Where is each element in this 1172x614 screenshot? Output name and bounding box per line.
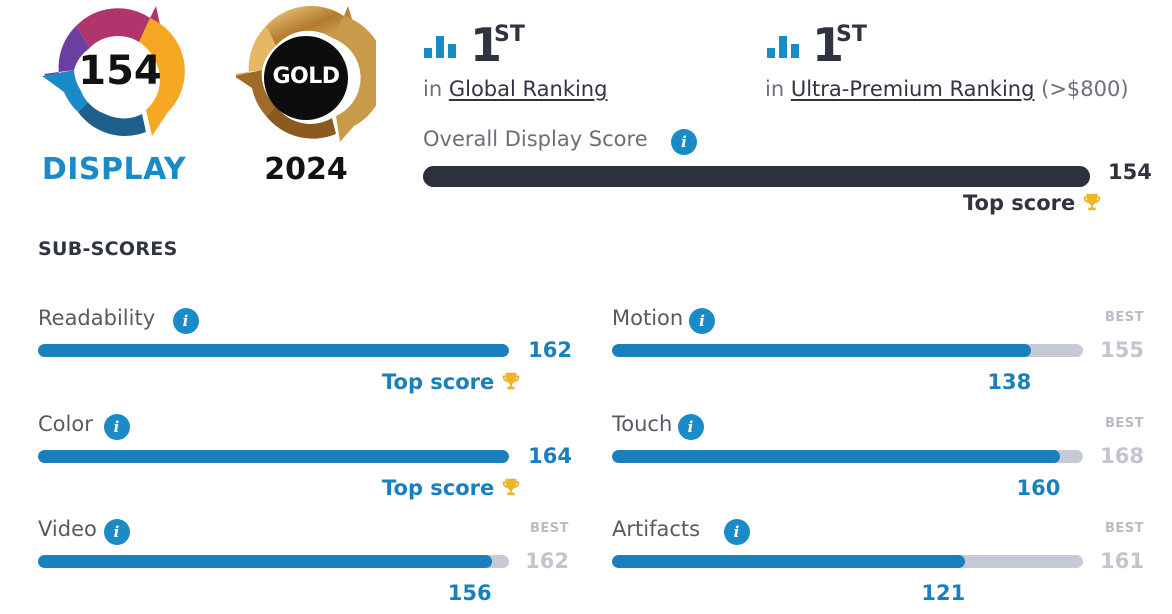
info-icon[interactable]: i — [172, 308, 199, 334]
trophy-icon — [1084, 193, 1101, 211]
award-year: 2024 — [264, 152, 348, 187]
info-icon[interactable]: i — [103, 519, 130, 545]
info-icon[interactable]: i — [677, 414, 704, 440]
subscore-fill-readability — [38, 344, 509, 357]
best-value: 161 — [1100, 549, 1144, 573]
subscore-top-score-readability: Top score — [382, 370, 522, 394]
trophy-icon — [503, 478, 520, 496]
global-ranking-link[interactable]: Global Ranking — [448, 77, 608, 101]
global-ranking-prefix: in — [423, 77, 443, 101]
subscore-fill-color — [38, 450, 509, 463]
subscore-bar-readability — [38, 344, 509, 357]
info-icon[interactable]: i — [103, 414, 130, 440]
subscore-label-readability: Readability — [38, 306, 156, 330]
premium-rank-suffix: ST — [836, 22, 867, 47]
subscore-bar-color — [38, 450, 509, 463]
subscore-bar-motion — [612, 344, 1083, 357]
subscore-fill-artifacts — [612, 555, 966, 568]
bar-chart-icon — [767, 36, 801, 58]
subscore-label-artifacts: Artifacts — [612, 517, 701, 541]
subscore-bar-video — [38, 555, 509, 568]
best-value: 162 — [525, 549, 569, 573]
overall-score-title: Overall Display Score — [423, 127, 648, 151]
premium-ranking-line: in Ultra-Premium Ranking (>$800) — [765, 77, 1129, 101]
subscore-fill-video — [38, 555, 492, 568]
subscore-value-video: 156 — [447, 581, 492, 605]
subscore-bar-touch — [612, 450, 1083, 463]
best-value: 155 — [1100, 338, 1144, 362]
subscore-value-touch: 160 — [1016, 476, 1061, 500]
best-value: 168 — [1100, 444, 1144, 468]
top-score-label: Top score — [382, 370, 495, 394]
subscore-value-readability: 162 — [528, 338, 572, 362]
display-score-number: 154 — [78, 48, 162, 94]
overall-top-score: Top score — [963, 191, 1103, 215]
trophy-icon — [503, 372, 520, 390]
overall-score-fill — [423, 166, 1090, 187]
subscore-value-artifacts: 121 — [921, 581, 966, 605]
subscore-fill-motion — [612, 344, 1032, 357]
gold-award-badge — [236, 6, 376, 142]
display-label: DISPLAY — [41, 152, 187, 187]
overall-score-bar — [423, 166, 1090, 187]
global-ranking-line: in Global Ranking — [423, 77, 607, 101]
subscore-label-motion: Motion — [612, 306, 684, 330]
top-score-label: Top score — [382, 476, 495, 500]
subscore-label-video: Video — [38, 517, 97, 541]
premium-ranking-link[interactable]: Ultra-Premium Ranking — [790, 77, 1035, 101]
gold-award-label: GOLD — [272, 64, 340, 89]
best-label: BEST — [1104, 310, 1144, 325]
subscore-value-motion: 138 — [987, 370, 1032, 394]
best-label: BEST — [529, 521, 569, 536]
top-score-label: Top score — [963, 191, 1076, 215]
subscore-bar-artifacts — [612, 555, 1083, 568]
bar-chart-icon — [424, 36, 458, 58]
subscores-title: SUB-SCORES — [38, 238, 178, 260]
global-rank-number: 1 — [470, 18, 503, 72]
info-icon[interactable]: i — [723, 519, 750, 545]
premium-ranking-price: (>$800) — [1041, 77, 1129, 101]
subscore-label-color: Color — [38, 412, 93, 436]
info-icon[interactable]: i — [689, 308, 715, 334]
subscore-label-touch: Touch — [612, 412, 673, 436]
subscore-top-score-color: Top score — [382, 476, 522, 500]
display-score-badge — [42, 6, 185, 136]
premium-rank-number: 1 — [812, 18, 845, 72]
best-label: BEST — [1104, 521, 1144, 536]
best-label: BEST — [1104, 416, 1144, 431]
premium-ranking-prefix: in — [765, 77, 785, 101]
global-rank-suffix: ST — [494, 22, 525, 47]
subscore-value-color: 164 — [528, 444, 572, 468]
subscore-fill-touch — [612, 450, 1061, 463]
info-icon[interactable]: i — [671, 129, 697, 155]
overall-score-value: 154 — [1108, 160, 1152, 184]
